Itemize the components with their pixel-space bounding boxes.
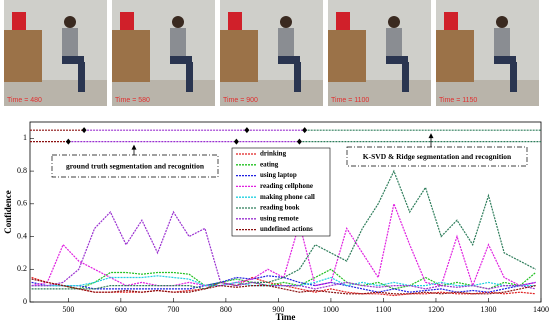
x-tick-label: 1200 xyxy=(428,305,444,314)
x-tick-label: 1100 xyxy=(376,305,392,314)
x-tick-label: 900 xyxy=(272,305,284,314)
series-line xyxy=(31,210,536,290)
chart: 0 0.2 0.4 0.6 0.8 1 500 600 700 800 900 1000 1100 120… xyxy=(3,121,549,322)
annotation-box xyxy=(51,154,219,178)
person-head xyxy=(172,16,184,28)
red-object xyxy=(336,12,350,30)
video-frame: Time = 1150 xyxy=(436,0,539,106)
photo-strip: Time = 480 Time = 580 Time = 900 Time = 110… xyxy=(4,0,539,106)
video-frame: Time = 900 xyxy=(220,0,323,106)
frame-time-label: Time = 900 xyxy=(223,97,258,104)
x-tick-label: 1300 xyxy=(480,305,496,314)
red-object xyxy=(228,12,242,30)
segment-boundary xyxy=(296,138,302,145)
series-line xyxy=(31,268,537,290)
legend-label: using laptop xyxy=(260,171,297,179)
frame-time-label: Time = 1150 xyxy=(439,97,477,104)
series-line xyxy=(31,275,536,287)
legend-label: undefined actions xyxy=(260,225,313,233)
segment-boundary xyxy=(244,127,250,134)
person-body xyxy=(278,28,294,58)
legend-label: reading cellphone xyxy=(260,182,313,190)
person-legs xyxy=(62,56,84,64)
frame-time-label: Time = 1100 xyxy=(331,97,369,104)
person-body xyxy=(386,28,402,58)
person-head xyxy=(388,16,400,28)
floor xyxy=(4,80,107,106)
y-tick-label: 0.4 xyxy=(17,231,27,240)
x-tick-label: 800 xyxy=(220,305,232,314)
person-legs xyxy=(386,56,408,64)
person-shins xyxy=(294,62,301,92)
segment-boundary xyxy=(302,127,308,134)
series-line xyxy=(31,278,536,295)
series-line xyxy=(31,275,536,293)
cabinet xyxy=(4,30,42,82)
person-head xyxy=(496,16,508,28)
x-tick-label: 1000 xyxy=(323,305,339,314)
legend-label: reading book xyxy=(260,204,299,212)
cabinet xyxy=(328,30,366,82)
person-shins xyxy=(402,62,409,92)
y-tick-label: 0.8 xyxy=(17,166,27,175)
red-object xyxy=(444,12,458,30)
cabinet xyxy=(436,30,474,82)
segment-boundary xyxy=(233,138,239,145)
person-body xyxy=(494,28,510,58)
floor xyxy=(328,80,431,106)
annotation-text: ground truth segmentation and recognitio… xyxy=(66,162,205,171)
frame-time-label: Time = 580 xyxy=(115,97,150,104)
x-axis-label: Time xyxy=(276,312,296,322)
segment-boundary xyxy=(65,138,71,145)
person-shins xyxy=(78,62,85,92)
legend-label: eating xyxy=(260,160,279,168)
cabinet xyxy=(220,30,258,82)
legend-label: making phone call xyxy=(260,193,315,201)
floor xyxy=(112,80,215,106)
person-legs xyxy=(278,56,300,64)
person-body xyxy=(62,28,78,58)
y-axis-label: Confidence xyxy=(3,190,13,234)
arrow-head xyxy=(131,144,137,150)
person-head xyxy=(280,16,292,28)
video-frame: Time = 480 xyxy=(4,0,107,106)
person-legs xyxy=(494,56,516,64)
cabinet xyxy=(112,30,150,82)
annotation-box xyxy=(346,146,528,167)
segment-boundary xyxy=(81,127,87,134)
x-tick-label: 600 xyxy=(115,305,127,314)
person-legs xyxy=(170,56,192,64)
floor xyxy=(436,80,539,106)
y-tick-label: 0 xyxy=(23,297,27,306)
legend-box xyxy=(231,147,331,237)
legend-label: using remote xyxy=(260,214,299,222)
arrow-head xyxy=(428,133,434,139)
person-shins xyxy=(186,62,193,92)
floor xyxy=(220,80,323,106)
y-tick-label: 1 xyxy=(23,133,27,142)
person-body xyxy=(170,28,186,58)
person-shins xyxy=(510,62,517,92)
person-head xyxy=(64,16,76,28)
frame-time-label: Time = 480 xyxy=(7,97,42,104)
x-tick-label: 1400 xyxy=(533,305,549,314)
x-tick-label: 500 xyxy=(62,305,74,314)
red-object xyxy=(12,12,26,30)
video-frame: Time = 1100 xyxy=(328,0,431,106)
series-line xyxy=(31,169,536,290)
y-tick-label: 0.2 xyxy=(17,264,27,273)
legend-label: drinking xyxy=(260,150,287,158)
x-tick-label: 700 xyxy=(167,305,179,314)
video-frame: Time = 580 xyxy=(112,0,215,106)
y-tick-label: 0.6 xyxy=(17,199,27,208)
red-object xyxy=(120,12,134,30)
annotation-text: K-SVD & Ridge segmentation and recogniti… xyxy=(363,152,512,161)
